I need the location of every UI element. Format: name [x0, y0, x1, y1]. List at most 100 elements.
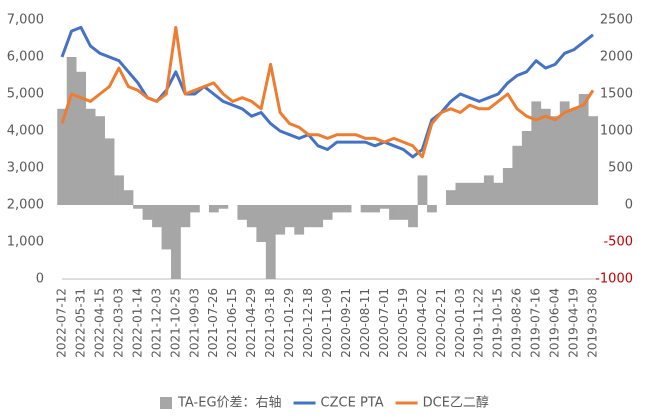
- legend-label: CZCE PTA: [321, 396, 384, 411]
- area-segment: [208, 205, 219, 213]
- x-tick-label: 2022-01-14: [130, 288, 144, 358]
- x-tick-label: 2020-08-11: [358, 288, 372, 358]
- area-segment: [455, 182, 466, 205]
- area-segment: [408, 205, 418, 228]
- y-tick-label: 3,000: [7, 161, 44, 176]
- x-tick-label: 2020-02-21: [434, 288, 448, 358]
- x-tick-label: 2019-10-15: [491, 288, 505, 358]
- area-segment: [256, 205, 267, 242]
- x-tick-label: 2020-01-03: [453, 288, 467, 358]
- x-tick-label: 2021-07-26: [206, 288, 220, 358]
- area-segment: [190, 205, 200, 213]
- area-segment: [389, 205, 399, 220]
- y2-tick-label: 2000: [600, 50, 633, 65]
- area-segment: [237, 205, 248, 220]
- x-tick-label: 2021-03-18: [263, 288, 277, 358]
- area-segment: [303, 205, 314, 228]
- y2-tick-label: 0: [625, 198, 633, 213]
- y-tick-label: 1,000: [7, 235, 44, 250]
- x-tick-label: 2020-12-18: [301, 288, 315, 358]
- x-tick-label: 2019-11-22: [472, 288, 486, 358]
- x-tick-label: 2021-10-25: [168, 288, 182, 358]
- area-segment: [66, 57, 77, 205]
- area-segment: [540, 108, 551, 205]
- area-segment: [313, 205, 324, 228]
- area-segment: [180, 205, 191, 228]
- x-tick-label: 2020-05-19: [396, 288, 410, 358]
- area-segment: [332, 205, 343, 213]
- x-tick-label: 2021-12-03: [149, 288, 163, 358]
- area-segment: [531, 101, 542, 205]
- y-tick-label: 4,000: [7, 124, 44, 139]
- area-segment: [559, 101, 570, 205]
- area-segment: [474, 182, 485, 205]
- area-segment: [417, 175, 428, 205]
- y-tick-label: 2,000: [7, 198, 44, 213]
- x-tick-label: 2019-08-26: [510, 288, 524, 358]
- area-segment: [588, 116, 599, 205]
- x-tick-label: 2022-05-31: [73, 288, 87, 358]
- x-tick-label: 2021-01-29: [282, 288, 296, 358]
- area-segment: [85, 108, 96, 205]
- area-segment: [294, 205, 305, 235]
- area-segment: [218, 205, 229, 209]
- legend-label: TA-EG价差：右轴: [177, 396, 282, 411]
- x-tick-label: 2020-04-02: [415, 288, 429, 358]
- x-tick-label: 2019-07-16: [529, 288, 543, 358]
- area-segment: [550, 116, 561, 205]
- area-segment: [427, 205, 437, 213]
- area-segment: [446, 190, 456, 205]
- area-segment: [161, 205, 172, 250]
- area-segment: [171, 205, 181, 279]
- area-segment: [95, 116, 105, 205]
- area-segment: [341, 205, 352, 213]
- area-segment: [379, 205, 390, 209]
- x-tick-label: 2021-06-15: [225, 288, 239, 358]
- x-tick-label: 2021-04-29: [244, 288, 258, 358]
- area-segment: [493, 182, 504, 205]
- area-segment: [265, 205, 276, 279]
- y-tick-label: 0: [36, 272, 44, 287]
- y2-tick-label: 1000: [600, 124, 633, 139]
- area-segment: [246, 205, 257, 228]
- y2-tick-label: -1000: [595, 272, 633, 287]
- area-segment: [76, 71, 87, 205]
- legend-swatch: [160, 397, 172, 409]
- area-segment: [578, 94, 589, 205]
- x-tick-label: 2022-07-12: [55, 288, 69, 358]
- area-segment: [57, 108, 68, 205]
- area-segment: [152, 205, 162, 228]
- area-segment: [360, 205, 371, 213]
- area-segment: [370, 205, 380, 213]
- y2-tick-label: 500: [608, 161, 633, 176]
- y-tick-label: 6,000: [7, 50, 44, 65]
- area-segment: [464, 182, 475, 205]
- x-tick-label: 2020-07-01: [377, 288, 391, 358]
- area-segment: [275, 205, 286, 235]
- area-segment: [123, 190, 134, 205]
- y-tick-label: 7,000: [7, 13, 44, 28]
- area-segment: [322, 205, 333, 220]
- x-tick-label: 2019-06-04: [548, 288, 562, 358]
- x-tick-label: 2020-09-21: [339, 288, 353, 358]
- x-tick-label: 2022-04-15: [92, 288, 106, 358]
- x-tick-label: 2021-09-03: [187, 288, 201, 358]
- area-segment: [104, 138, 115, 205]
- x-tick-label: 2019-04-19: [567, 288, 581, 358]
- y2-tick-label: 2500: [600, 13, 633, 28]
- area-segment: [114, 175, 124, 205]
- area-segment: [483, 175, 494, 205]
- y-tick-label: 5,000: [7, 87, 44, 102]
- area-segment: [142, 205, 153, 220]
- y2-tick-label: -500: [603, 235, 633, 250]
- area-segment: [512, 145, 523, 205]
- area-segment: [502, 168, 513, 205]
- y2-tick-label: 1500: [600, 87, 633, 102]
- x-tick-label: 2022-03-03: [111, 288, 125, 358]
- area-segment: [398, 205, 409, 220]
- area-segment: [569, 108, 580, 205]
- area-segment: [521, 131, 532, 205]
- area-segment: [133, 205, 143, 209]
- legend-label: DCE乙二醇: [423, 395, 489, 411]
